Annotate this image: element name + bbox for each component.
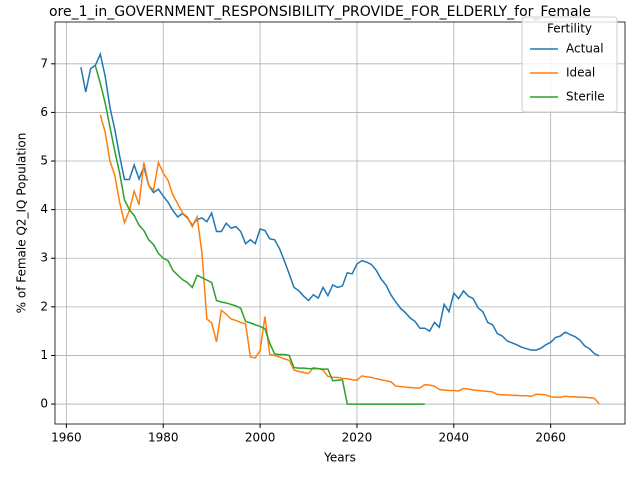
chart-title: ore_1_in_GOVERNMENT_RESPONSIBILITY_PROVI…	[49, 4, 591, 20]
y-tick-label: 4	[40, 202, 48, 216]
y-tick-label: 2	[40, 299, 48, 313]
y-tick-label: 7	[40, 56, 48, 70]
legend-title: Fertility	[547, 22, 592, 36]
legend-label: Actual	[566, 42, 604, 56]
x-tick-label: 1960	[51, 431, 82, 445]
y-tick-label: 0	[40, 397, 48, 411]
x-tick-label: 2020	[342, 431, 373, 445]
x-axis-label: Years	[323, 451, 356, 465]
y-tick-label: 1	[40, 348, 48, 362]
y-tick-label: 5	[40, 154, 48, 168]
y-tick-label: 6	[40, 105, 48, 119]
x-tick-label: 1980	[148, 431, 179, 445]
x-tick-label: 2060	[535, 431, 566, 445]
legend-box	[521, 16, 618, 113]
plot-frame	[54, 21, 626, 425]
legend-label: Ideal	[566, 66, 595, 80]
x-tick-label: 2000	[245, 431, 276, 445]
line	[94, 66, 425, 405]
line	[99, 114, 600, 405]
y-tick-label: 3	[40, 251, 48, 265]
x-tick-label: 2040	[439, 431, 470, 445]
line	[80, 51, 600, 357]
y-axis-label: % of Female Q2_IQ Population	[15, 133, 29, 314]
legend-label: Sterile	[566, 90, 605, 104]
